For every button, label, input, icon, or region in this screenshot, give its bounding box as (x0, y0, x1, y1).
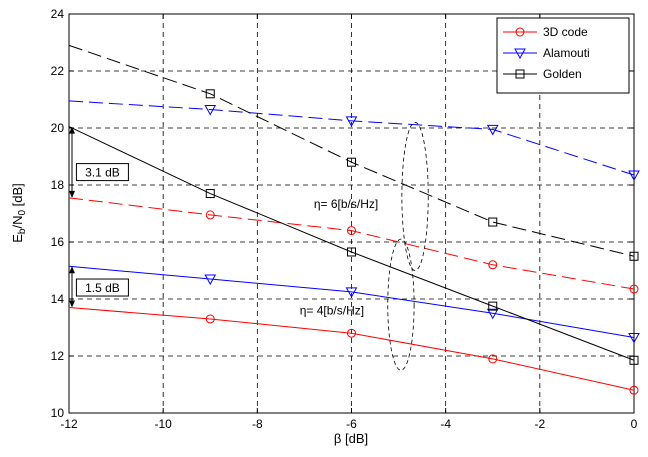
data-point (204, 274, 217, 286)
series-line (68, 126, 635, 361)
series-golden-eta6 (68, 44, 639, 261)
gap-arrow: 1.5 dB (69, 266, 129, 308)
data-point (488, 301, 498, 311)
x-tick-label: 0 (631, 417, 638, 431)
data-point (347, 247, 356, 257)
arrow-head (69, 266, 75, 274)
annotation-text: η= 4[b/s/Hz] (300, 304, 364, 318)
y-axis-label: Eb/N0 [dB] (10, 183, 28, 243)
series-line (68, 307, 635, 391)
legend-item: 3D code (503, 25, 588, 39)
x-tick-label: -4 (440, 417, 451, 431)
data-point (629, 251, 639, 261)
annotation-text: 3.1 dB (85, 166, 120, 180)
data-point (486, 124, 499, 136)
data-point (628, 170, 640, 182)
y-tick-label: 10 (51, 406, 65, 420)
x-tick-label: -8 (252, 417, 263, 431)
data-point (488, 354, 498, 364)
annotations: η= 6[b/s/Hz] η= 4[b/s/Hz] 3.1 dB 1.5 dB (69, 121, 429, 371)
series-golden-eta4 (68, 126, 639, 365)
series-3d-code-eta4 (68, 307, 639, 395)
arrow-head (69, 300, 75, 308)
legend-item: Golden (503, 67, 582, 81)
data-point (488, 260, 498, 270)
legend-marker (514, 48, 526, 60)
data-point (347, 328, 356, 338)
annotation-text: 1.5 dB (85, 281, 120, 295)
series-alamouti-eta4 (68, 265, 640, 344)
data-point (204, 104, 217, 116)
data-point (345, 287, 358, 298)
data-point (629, 385, 639, 395)
data-point (488, 217, 498, 227)
data-point (486, 308, 499, 320)
data-point (345, 116, 358, 127)
series-alamouti-eta6 (68, 100, 640, 182)
x-axis-label: β [dB] (334, 431, 368, 446)
data-point (205, 210, 215, 220)
series-line (68, 197, 635, 290)
y-tick-label: 14 (51, 292, 65, 306)
data-point (347, 157, 356, 167)
data-point (347, 226, 356, 236)
data-point (629, 284, 639, 294)
x-tick-label: -6 (346, 417, 357, 431)
data-point (205, 89, 215, 99)
data-point (628, 332, 640, 344)
data-point (629, 355, 639, 365)
legend-marker (515, 69, 525, 79)
series-line (68, 100, 635, 176)
legend-marker (515, 27, 525, 37)
x-tick-label: -12 (60, 417, 78, 431)
legend-label: 3D code (543, 25, 588, 39)
group-ellipse (401, 121, 429, 271)
y-tick-label: 12 (51, 349, 65, 363)
gap-arrow: 3.1 dB (69, 126, 129, 198)
x-tick-label: -10 (154, 417, 172, 431)
y-tick-label: 20 (51, 121, 65, 135)
arrow-head (69, 190, 75, 198)
group-ellipse (387, 238, 415, 371)
series-line (68, 44, 635, 257)
annotation-box (75, 278, 129, 297)
annotation-text: η= 6[b/s/Hz] (314, 197, 378, 211)
y-tick-label: 18 (51, 178, 65, 192)
data-point (205, 189, 215, 199)
annotation-box (75, 163, 129, 182)
arrow-head (69, 126, 75, 134)
x-tick-label: -2 (534, 417, 545, 431)
plot-frame (68, 13, 635, 414)
tick-labels: -12 -10 -8 -6 -4 -2 0 10 12 14 16 18 20 22 24 (51, 7, 638, 431)
series-line (68, 265, 635, 338)
legend-item: Alamouti (503, 46, 590, 60)
y-tick-label: 24 (51, 7, 65, 21)
y-tick-label: 22 (51, 64, 65, 78)
legend-label: Alamouti (543, 46, 590, 60)
y-tick-label: 16 (51, 235, 65, 249)
legend-label: Golden (543, 67, 582, 81)
series (68, 44, 640, 395)
series-3d-code-eta6 (68, 197, 639, 294)
legend: 3D code Alamouti Golden (496, 17, 630, 94)
data-point (205, 314, 215, 324)
